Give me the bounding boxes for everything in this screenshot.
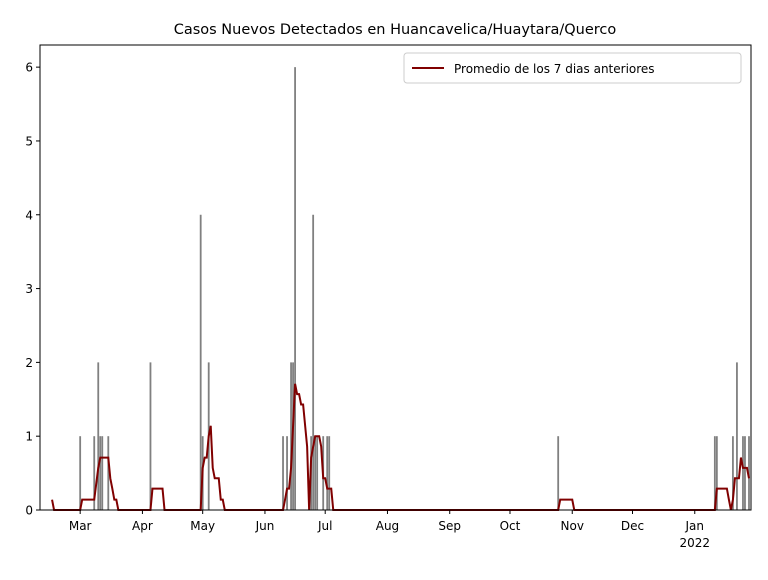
bar — [149, 362, 152, 510]
y-tick-label: 0 — [25, 504, 33, 518]
x-tick-label: Jun — [255, 519, 275, 533]
bar — [713, 436, 716, 510]
x-tick-label: Jan — [685, 519, 705, 533]
bar — [557, 436, 560, 510]
bar — [93, 436, 96, 510]
y-tick-label: 2 — [25, 356, 33, 370]
bar — [290, 362, 292, 510]
bar — [312, 214, 315, 510]
x-tick-label: Aug — [376, 519, 399, 533]
bar — [286, 436, 288, 510]
x-tick-label: Mar — [69, 519, 92, 533]
bar — [107, 436, 110, 510]
plot-frame — [39, 44, 752, 511]
y-tick-label: 1 — [25, 430, 33, 444]
bar — [99, 436, 102, 510]
x-tick-label: Nov — [561, 519, 584, 533]
y-tick-label: 6 — [25, 61, 33, 75]
bar — [199, 214, 202, 510]
x-tick-label: Apr — [132, 519, 153, 533]
legend-label: Promedio de los 7 dias anteriores — [454, 62, 655, 76]
bar — [744, 436, 746, 510]
y-tick-label: 3 — [25, 282, 33, 296]
bar — [97, 362, 100, 510]
bar — [736, 362, 738, 510]
bar — [282, 436, 284, 510]
bar — [314, 436, 317, 510]
chart-title: Casos Nuevos Detectados en Huancavelica/… — [174, 22, 617, 38]
bar — [294, 67, 296, 511]
bar — [316, 436, 319, 510]
bar — [732, 436, 734, 510]
bar — [326, 436, 329, 510]
legend-box — [403, 52, 742, 84]
x-tick-label: Jul — [317, 519, 332, 533]
x-tick-label: Sep — [438, 519, 461, 533]
x-tick-label: Oct — [500, 519, 521, 533]
bar — [715, 436, 718, 510]
x-tick-label: Dec — [621, 519, 644, 533]
x-year-label: 2022 — [679, 536, 710, 550]
y-tick-label: 4 — [25, 208, 33, 222]
bar — [742, 436, 744, 510]
y-tick-label: 5 — [25, 134, 33, 148]
bar — [79, 436, 82, 510]
bar — [328, 436, 331, 510]
bar — [101, 436, 104, 510]
x-tick-label: May — [190, 519, 215, 533]
